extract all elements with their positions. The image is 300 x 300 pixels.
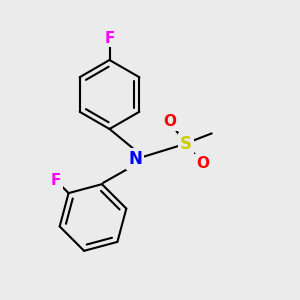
- Text: F: F: [104, 31, 115, 46]
- Text: O: O: [196, 156, 209, 171]
- Text: F: F: [51, 173, 61, 188]
- Text: O: O: [163, 114, 176, 129]
- Text: S: S: [180, 135, 192, 153]
- Text: N: N: [128, 150, 142, 168]
